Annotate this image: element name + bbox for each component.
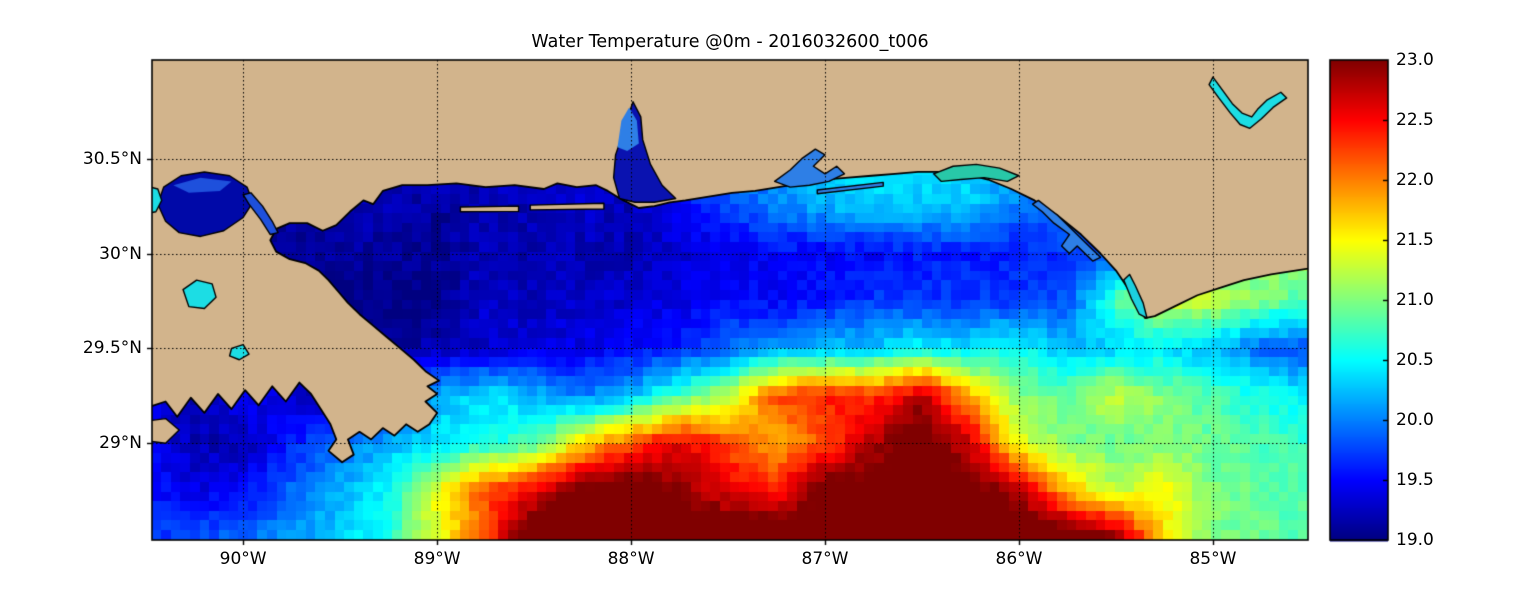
x-tick-label: 89°W: [413, 549, 461, 569]
x-tick-label: 90°W: [219, 549, 267, 569]
colorbar-tick-label: 20.0: [1396, 410, 1434, 430]
colorbar-tick-label: 21.5: [1396, 230, 1434, 250]
x-tick-label: 86°W: [995, 549, 1043, 569]
colorbar-tick-label: 20.5: [1396, 350, 1434, 370]
y-tick-label: 29.5°N: [82, 338, 142, 359]
colorbar-tick-label: 22.0: [1396, 170, 1434, 190]
x-tick-label: 88°W: [607, 549, 655, 569]
colorbar-tick-label: 22.5: [1396, 110, 1434, 130]
y-tick-label: 30.5°N: [82, 148, 142, 169]
x-tick-label: 85°W: [1189, 549, 1237, 569]
colorbar-tick-label: 21.0: [1396, 290, 1434, 310]
colorbar-tick-label: 23.0: [1396, 50, 1434, 70]
chart-title: Water Temperature @0m - 2016032600_t006: [531, 32, 929, 52]
colorbar-tick-label: 19.0: [1396, 530, 1434, 550]
colorbar-tick-label: 19.5: [1396, 470, 1434, 490]
y-tick-label: 29°N: [99, 433, 142, 454]
y-tick-label: 30°N: [99, 243, 142, 264]
x-tick-label: 87°W: [801, 549, 849, 569]
